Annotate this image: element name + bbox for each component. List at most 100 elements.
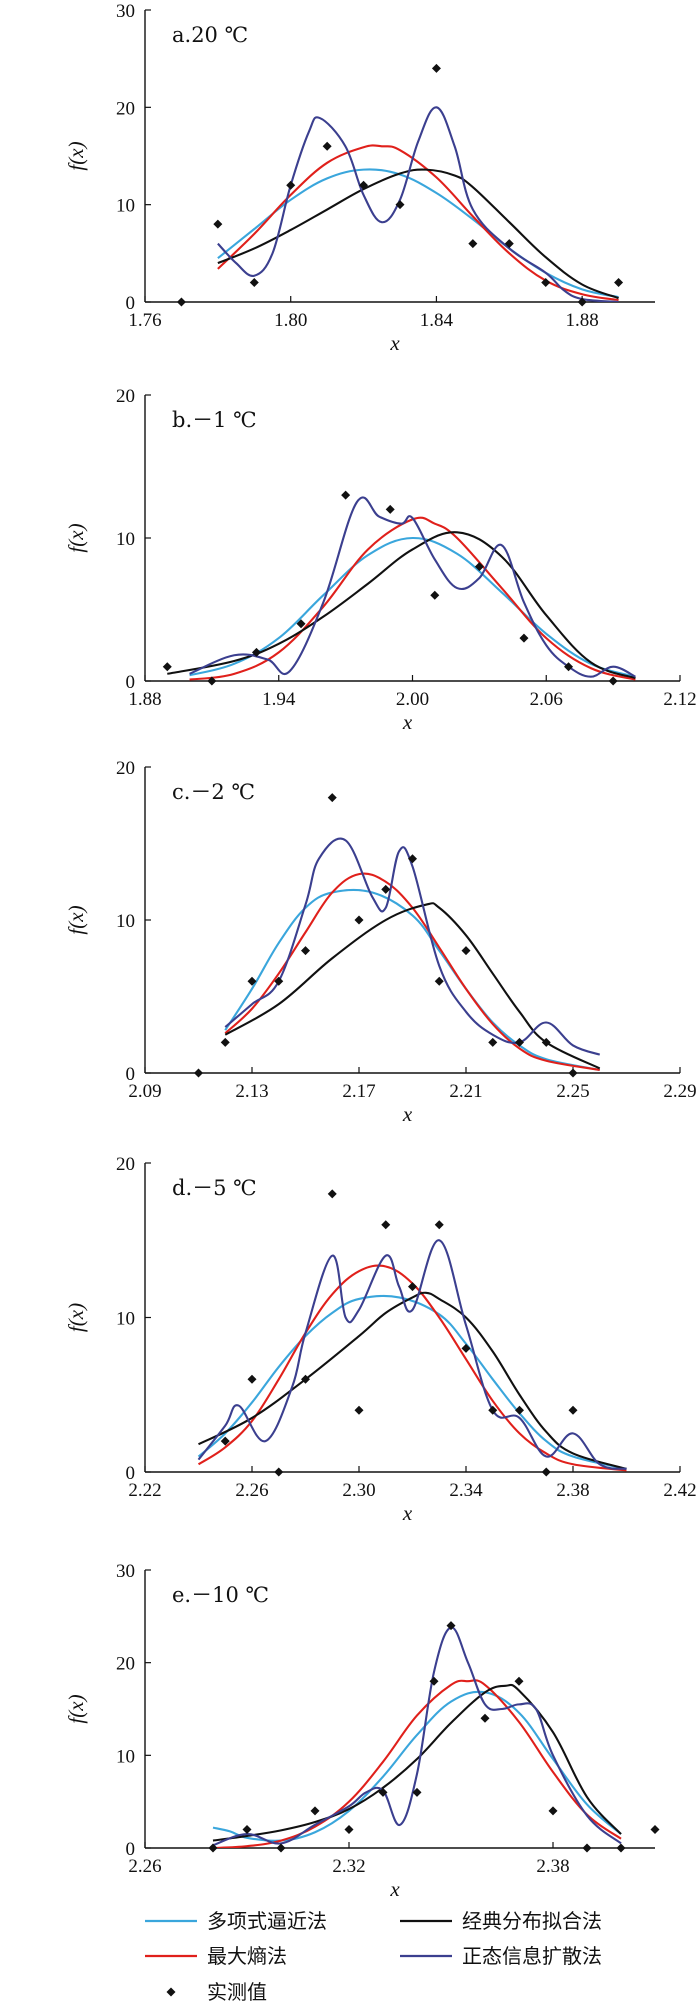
observed-point xyxy=(461,1343,471,1353)
observed-point xyxy=(274,976,284,986)
observed-point xyxy=(286,180,296,190)
series-line xyxy=(212,1679,622,1848)
observed-point xyxy=(322,141,332,151)
observed-point xyxy=(381,1220,391,1230)
series-line xyxy=(189,516,636,681)
y-axis-label: f(x) xyxy=(64,141,88,170)
series-line xyxy=(189,536,636,678)
observed-point xyxy=(408,854,417,864)
observed-point xyxy=(378,1787,388,1797)
x-tick-label: 2.32 xyxy=(332,1856,365,1877)
observed-point xyxy=(519,633,529,643)
series-line xyxy=(167,531,636,680)
observed-point xyxy=(354,915,364,925)
observed-point xyxy=(341,490,351,500)
y-tick-label: 0 xyxy=(126,1839,136,1860)
y-tick-label: 10 xyxy=(116,1746,135,1767)
legend-item: 多项式逼近法 xyxy=(145,1909,327,1933)
legend-item: 经典分布拟合法 xyxy=(400,1909,602,1933)
observed-point xyxy=(577,297,587,307)
x-tick-label: 2.12 xyxy=(663,689,696,710)
observed-point xyxy=(548,1806,558,1816)
panel-title: d.－5 ℃ xyxy=(172,1176,257,1200)
series-line xyxy=(212,1690,622,1842)
observed-point xyxy=(276,1843,286,1853)
y-tick-label: 30 xyxy=(116,1561,135,1582)
observed-point xyxy=(344,1824,354,1834)
x-tick-label: 1.88 xyxy=(128,689,161,710)
observed-point xyxy=(249,278,259,288)
x-axis-label: x xyxy=(402,710,413,734)
y-tick-label: 20 xyxy=(116,758,135,779)
observed-point xyxy=(301,946,310,956)
y-axis-label: f(x) xyxy=(64,1694,88,1723)
observed-point xyxy=(434,1220,444,1230)
series-line xyxy=(224,872,600,1071)
series-line xyxy=(217,106,619,302)
series-line xyxy=(212,1683,622,1842)
legend-item: 实测值 xyxy=(166,1980,267,2004)
observed-point xyxy=(488,1405,498,1415)
x-tick-label: 2.38 xyxy=(556,1480,589,1501)
observed-point xyxy=(247,1374,257,1384)
observed-point xyxy=(541,1467,551,1477)
observed-point xyxy=(301,1374,310,1384)
y-tick-label: 10 xyxy=(116,911,135,932)
series-line xyxy=(197,1264,627,1472)
x-tick-label: 2.06 xyxy=(530,689,563,710)
x-tick-label: 1.76 xyxy=(128,310,161,331)
observed-point xyxy=(207,676,217,686)
legend-label: 实测值 xyxy=(207,1980,267,2004)
x-tick-label: 2.00 xyxy=(396,689,429,710)
observed-point xyxy=(515,1037,524,1047)
legend-label: 最大熵法 xyxy=(207,1944,287,1968)
observed-point xyxy=(488,1037,498,1047)
x-axis-label: x xyxy=(389,331,400,355)
series-line xyxy=(197,1294,627,1470)
observed-point xyxy=(385,504,395,514)
observed-point xyxy=(430,590,440,600)
observed-point xyxy=(274,1467,284,1477)
observed-point xyxy=(434,976,444,986)
panel-b: 1.88 1.94 2.00 2.06 2.12 0 10 20 x f(x) b.－1 ℃ xyxy=(64,386,697,734)
y-tick-label: 20 xyxy=(116,1654,135,1675)
observed-point xyxy=(381,884,391,894)
x-tick-label: 2.38 xyxy=(536,1856,569,1877)
observed-point xyxy=(395,200,405,210)
observed-point xyxy=(429,1676,439,1686)
x-tick-label: 1.80 xyxy=(274,310,307,331)
observed-point xyxy=(213,219,223,229)
observed-point xyxy=(582,1843,592,1853)
panel-c: 2.09 2.13 2.17 2.21 2.25 2.29 0 10 20 x f(x) c.－2 ℃ xyxy=(64,758,697,1126)
x-tick-label: 2.26 xyxy=(128,1856,161,1877)
panel-title: b.－1 ℃ xyxy=(172,408,257,432)
observed-point xyxy=(568,1405,578,1415)
observed-point xyxy=(541,1037,551,1047)
observed-point xyxy=(431,63,441,73)
observed-point xyxy=(162,662,172,672)
x-tick-label: 2.13 xyxy=(235,1081,268,1102)
legend-label: 经典分布拟合法 xyxy=(462,1909,602,1933)
series-line xyxy=(224,902,601,1070)
observed-point xyxy=(327,1189,337,1199)
observed-point xyxy=(408,1282,417,1292)
panel-d: 2.22 2.26 2.30 2.34 2.38 2.42 0 10 20 x f(x) d.－5 ℃ xyxy=(64,1154,697,1525)
x-tick-label: 1.84 xyxy=(420,310,454,331)
y-axis-label: f(x) xyxy=(64,905,88,934)
observed-point xyxy=(608,676,618,686)
observed-point xyxy=(461,946,471,956)
x-tick-label: 2.30 xyxy=(342,1480,375,1501)
observed-point xyxy=(564,662,574,672)
observed-point xyxy=(474,562,484,572)
x-tick-label: 2.22 xyxy=(128,1480,161,1501)
legend-marker xyxy=(166,1987,176,1997)
series-line xyxy=(197,1239,627,1470)
y-tick-label: 10 xyxy=(116,196,135,217)
legend-label: 多项式逼近法 xyxy=(207,1909,327,1933)
x-tick-label: 2.26 xyxy=(235,1480,268,1501)
observed-point xyxy=(247,976,257,986)
y-tick-label: 20 xyxy=(116,98,135,119)
observed-point xyxy=(242,1824,252,1834)
observed-point xyxy=(515,1405,524,1415)
observed-point xyxy=(412,1787,422,1797)
